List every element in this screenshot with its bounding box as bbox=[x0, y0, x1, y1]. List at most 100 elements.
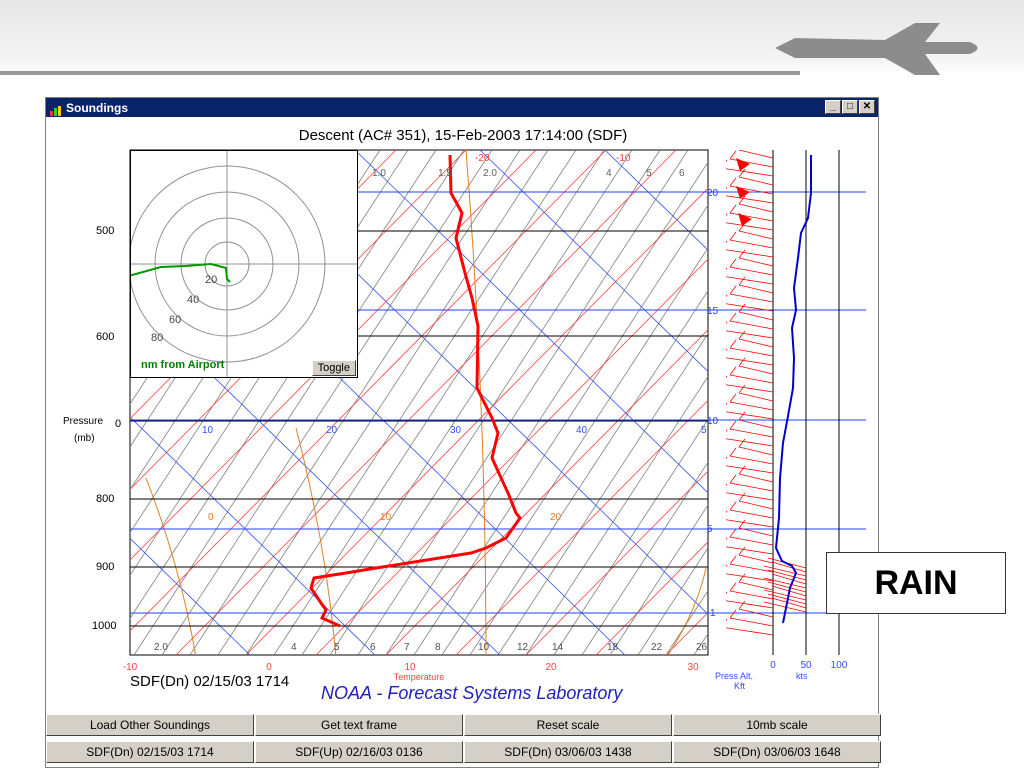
wind-barb bbox=[726, 627, 774, 636]
moist-adiabat bbox=[465, 150, 487, 655]
wind-barb bbox=[729, 239, 774, 249]
wind-barb bbox=[738, 168, 746, 178]
mixing-ratio-line bbox=[637, 547, 708, 655]
mixing-ratio-label: 7 bbox=[404, 642, 410, 653]
adiabat-label: 5 bbox=[701, 425, 707, 436]
wind-barb bbox=[729, 158, 774, 168]
mixing-ratio-line bbox=[469, 290, 708, 655]
wind-barb bbox=[738, 411, 746, 421]
sounding-button-4[interactable]: SDF(Dn) 03/06/03 1648 bbox=[673, 741, 881, 763]
mixing-ratio-label: 1.0 bbox=[372, 168, 386, 179]
wind-barb bbox=[738, 465, 746, 475]
wind-barb bbox=[738, 546, 746, 556]
mixing-ratio-label: 1.5 bbox=[438, 168, 452, 179]
mixing-ratio-label: 12 bbox=[517, 642, 529, 653]
kft-label: Kft bbox=[734, 681, 746, 691]
mixing-ratio-label: 5 bbox=[646, 168, 652, 179]
maximize-button[interactable]: □ bbox=[842, 100, 858, 114]
mixing-ratio-label: 6 bbox=[679, 168, 685, 179]
mixing-ratio-line bbox=[217, 150, 549, 655]
sounding-button-3[interactable]: SDF(Dn) 03/06/03 1438 bbox=[464, 741, 672, 763]
inset-caption: nm from Airport bbox=[141, 359, 225, 371]
wind-barb bbox=[729, 563, 774, 573]
wind-barb bbox=[726, 195, 774, 204]
wind-barb bbox=[738, 384, 746, 394]
wind-barb bbox=[726, 267, 728, 271]
wind-barb bbox=[729, 447, 737, 457]
adiabat-line bbox=[604, 150, 708, 251]
wind-speed-trace bbox=[774, 155, 812, 624]
temperature-tick: 20 bbox=[545, 662, 557, 673]
wind-barb bbox=[738, 438, 746, 448]
moist-adiabat bbox=[295, 427, 337, 655]
10mb-scale-button[interactable]: 10mb scale bbox=[673, 714, 881, 736]
close-button[interactable]: ✕ bbox=[859, 100, 875, 114]
wind-barb bbox=[738, 492, 746, 502]
wind-barb bbox=[729, 293, 774, 303]
wind-barb bbox=[726, 402, 728, 406]
wind-pennant bbox=[738, 213, 752, 226]
wind-barb bbox=[729, 555, 737, 565]
wind-barb bbox=[763, 601, 807, 613]
wind-barb bbox=[771, 597, 807, 609]
wind-barb bbox=[738, 581, 774, 591]
window-title: Soundings bbox=[66, 100, 128, 115]
moist-adiabat-label: 20 bbox=[550, 512, 562, 523]
sounding-button-1[interactable]: SDF(Dn) 02/15/03 1714 bbox=[46, 741, 254, 763]
pressure-tick: 0 bbox=[115, 418, 122, 430]
mixing-ratio-line bbox=[130, 150, 437, 620]
wind-barb bbox=[767, 581, 807, 593]
track-inset: 20 40 60 80 nm from Airport Toggle bbox=[124, 150, 358, 378]
pressure-tick: 600 bbox=[96, 331, 115, 343]
toggle-button[interactable]: Toggle bbox=[311, 360, 356, 376]
airplane-icon bbox=[775, 23, 978, 75]
window-titlebar[interactable]: Soundings _ □ ✕ bbox=[46, 98, 878, 117]
wind-barb bbox=[726, 330, 774, 339]
plot-title: Descent (AC# 351), 15-Feb-2003 17:14:00 … bbox=[298, 127, 628, 144]
wind-barb bbox=[738, 554, 774, 564]
wind-barb bbox=[729, 509, 774, 519]
isotherm-line bbox=[385, 329, 708, 655]
wind-barb bbox=[738, 446, 774, 456]
pressure-axis-unit: (mb) bbox=[74, 433, 95, 444]
wind-barb bbox=[729, 285, 737, 295]
isotherm-line bbox=[525, 470, 708, 655]
mixing-ratio-label: 18 bbox=[607, 642, 619, 653]
mixing-ratio-line bbox=[329, 150, 661, 655]
wind-barb bbox=[738, 473, 774, 483]
wind-barb bbox=[726, 456, 728, 460]
app-icon bbox=[50, 103, 62, 116]
mixing-ratio-line bbox=[189, 150, 521, 655]
reset-scale-button[interactable]: Reset scale bbox=[464, 714, 672, 736]
wind-barb bbox=[726, 600, 774, 609]
sounding-button-2[interactable]: SDF(Up) 02/16/03 0136 bbox=[255, 741, 463, 763]
wind-barb bbox=[738, 257, 774, 267]
altitude-tick: 20 bbox=[707, 188, 719, 199]
mixing-ratio-label: 14 bbox=[552, 642, 564, 653]
wind-barb bbox=[738, 419, 774, 429]
wind-barb bbox=[738, 150, 774, 159]
adiabat-line bbox=[479, 150, 708, 372]
wind-barb bbox=[738, 230, 774, 240]
wind-barb bbox=[729, 312, 737, 322]
minimize-button[interactable]: _ bbox=[825, 100, 841, 114]
get-text-frame-button[interactable]: Get text frame bbox=[255, 714, 463, 736]
wind-barb bbox=[729, 474, 737, 484]
load-other-soundings-button[interactable]: Load Other Soundings bbox=[46, 714, 254, 736]
pressure-tick: 1000 bbox=[92, 620, 117, 632]
mixing-ratio-label: 4 bbox=[291, 642, 297, 653]
mixing-ratio-label: 2.0 bbox=[483, 168, 497, 179]
wind-barb bbox=[767, 569, 807, 581]
wind-barb bbox=[729, 590, 774, 600]
wind-barb bbox=[729, 231, 737, 241]
pressure-tick: 800 bbox=[96, 493, 115, 505]
wind-barb bbox=[729, 204, 737, 214]
isotherm-line bbox=[130, 150, 607, 632]
adiabat-label: 30 bbox=[450, 425, 462, 436]
adiabat-line bbox=[354, 150, 708, 494]
mixing-ratio-label: 10 bbox=[478, 642, 490, 653]
wind-barb bbox=[738, 527, 774, 537]
press-alt-label: Press Alt. bbox=[715, 671, 753, 681]
wind-barbs bbox=[726, 150, 807, 636]
mixing-ratio-label: 2.0 bbox=[154, 642, 168, 653]
